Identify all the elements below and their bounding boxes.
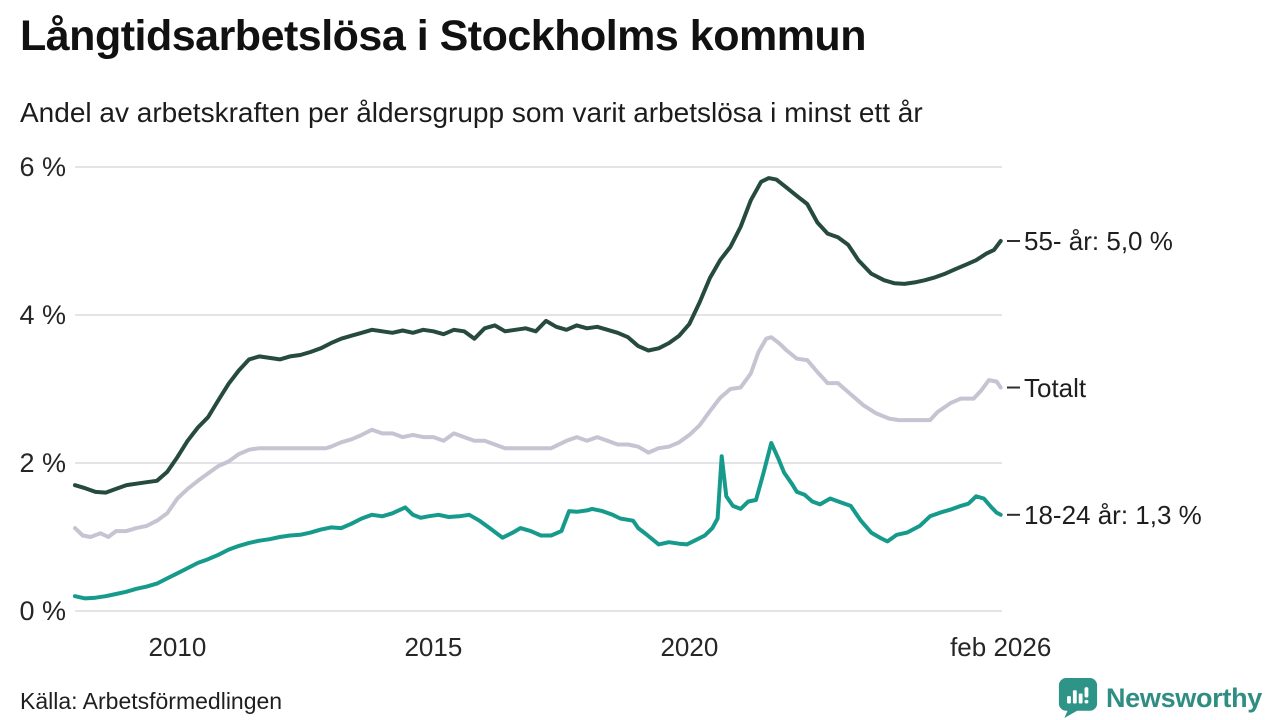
x-tick-label: 2010 [148,632,207,662]
newsworthy-logo: Newsworthy [1058,677,1262,719]
bar-chart-speech-bubble-icon [1058,678,1098,718]
y-tick-label: 6 % [19,152,66,182]
series-line [73,176,1003,495]
y-tick-label: 2 % [19,448,66,478]
source-note: Källa: Arbetsförmedlingen [20,688,283,714]
chart-subtitle: Andel av arbetskraften per åldersgrupp s… [20,97,923,128]
brand-name: Newsworthy [1105,682,1262,713]
y-tick-label: 4 % [19,300,66,330]
x-tick-label: feb 2026 [950,632,1052,662]
x-tick-label: 2015 [404,632,463,662]
x-tick-label: 2020 [660,632,719,662]
series-line [73,441,1003,601]
series-end-label: 18-24 år: 1,3 % [1024,499,1202,530]
series-line [73,335,1003,539]
series-end-label: 55- år: 5,0 % [1024,226,1173,256]
series-end-label: Totalt [1024,372,1087,403]
y-tick-label: 0 % [19,596,66,626]
page-title: Långtidsarbetslösa i Stockholms kommun [20,12,866,60]
